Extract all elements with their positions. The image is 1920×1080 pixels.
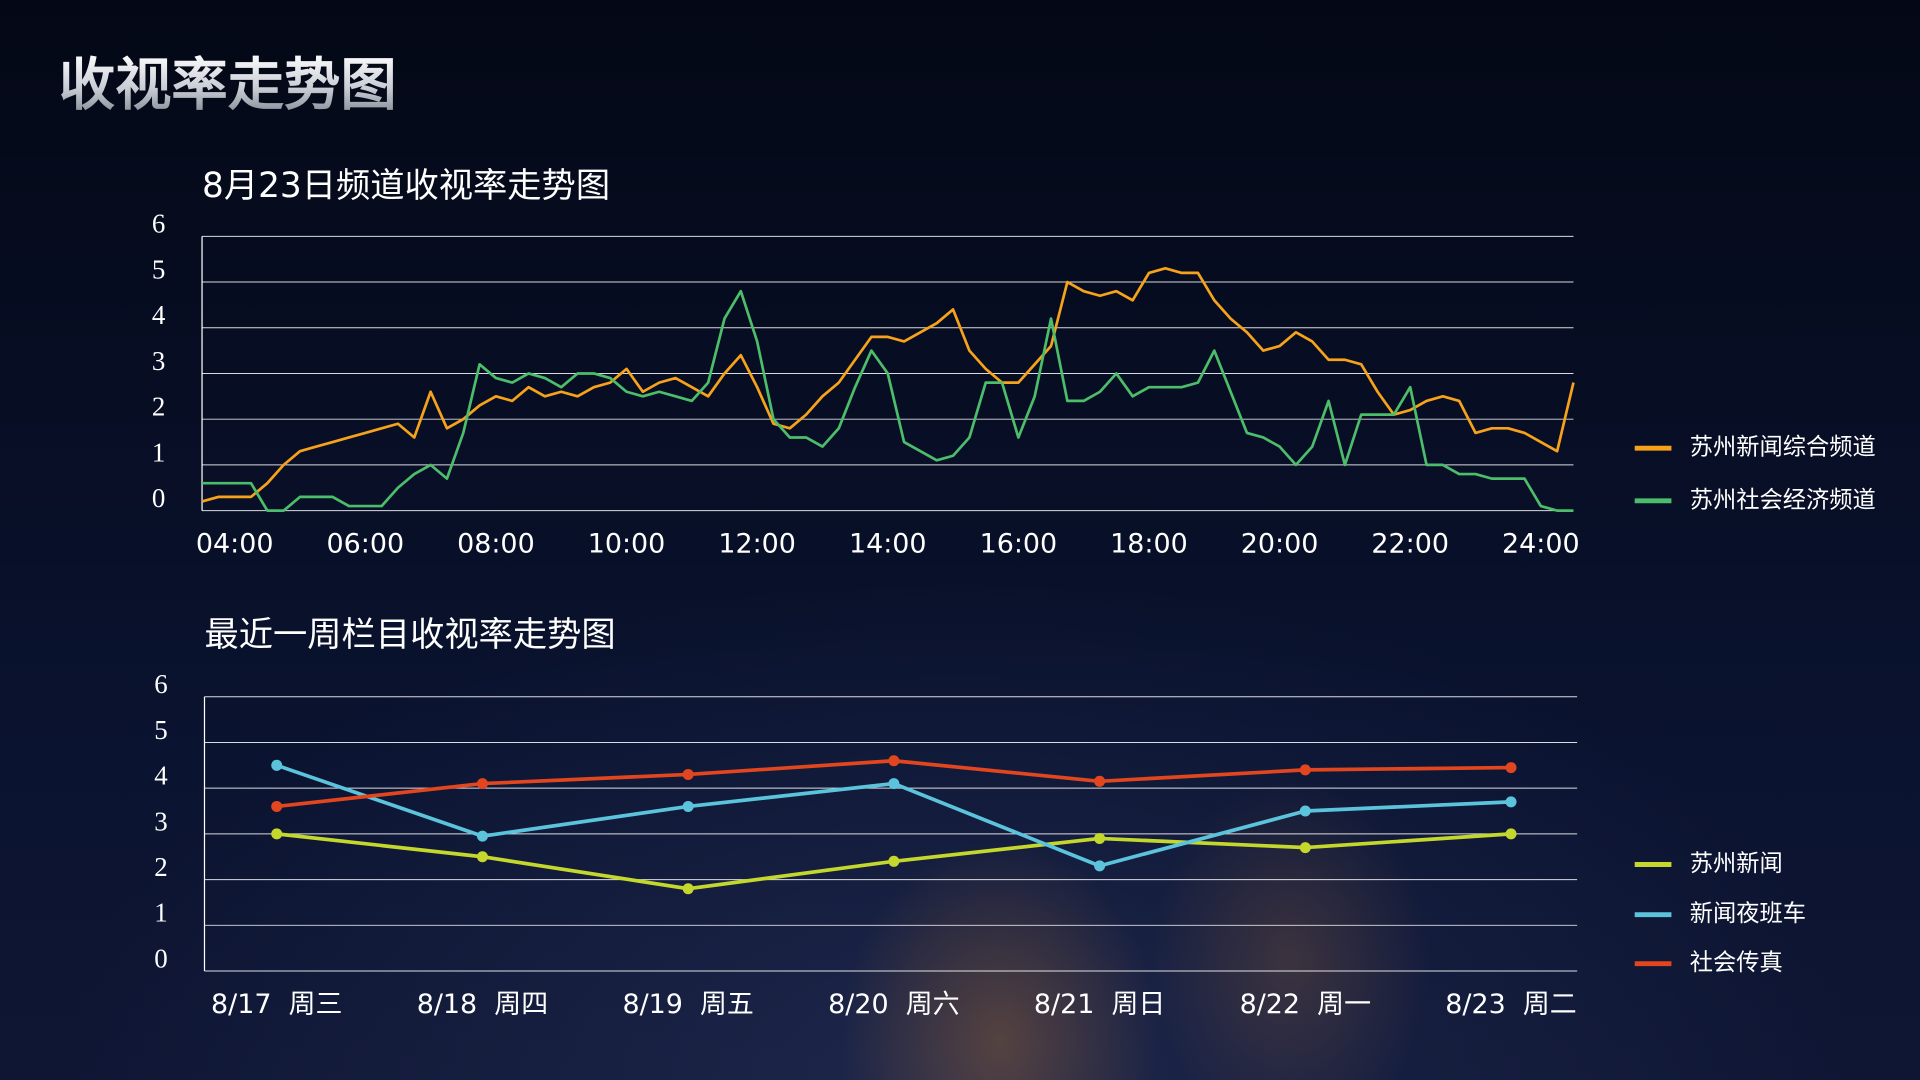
y-tick-label: 1 <box>152 437 165 467</box>
x-tick-label: 8/21 周日 <box>1034 989 1165 1020</box>
x-tick-label: 8/20 周六 <box>828 989 959 1020</box>
x-tick-label: 12:00 <box>718 528 796 559</box>
legend-label: 社会传真 <box>1690 949 1783 976</box>
y-tick-label: 5 <box>152 254 165 284</box>
y-tick-label: 4 <box>154 761 168 791</box>
x-tick-label: 8/19 周五 <box>622 989 753 1020</box>
x-tick-label: 8/23 周二 <box>1445 989 1576 1020</box>
data-point <box>1505 796 1517 808</box>
legend-label: 新闻夜班车 <box>1690 900 1806 927</box>
x-tick-label: 04:00 <box>196 528 274 559</box>
y-tick-label: 6 <box>152 209 165 239</box>
x-tick-label: 8/18 周四 <box>417 989 548 1020</box>
data-point <box>888 778 900 790</box>
data-point <box>1505 762 1517 774</box>
x-tick-label: 16:00 <box>980 528 1058 559</box>
chart-title: 8月23日频道收视率走势图 <box>202 166 610 206</box>
chart-title: 最近一周栏目收视率走势图 <box>204 615 615 655</box>
data-point <box>271 828 283 840</box>
data-point <box>1299 842 1311 854</box>
series-line <box>202 289 1574 512</box>
page-title: 收视率走势图 <box>59 53 397 118</box>
data-point <box>476 830 488 842</box>
x-tick-label: 8/22 周一 <box>1240 989 1371 1020</box>
y-tick-label: 0 <box>154 943 167 973</box>
y-tick-label: 2 <box>154 852 167 882</box>
x-tick-label: 08:00 <box>457 528 535 559</box>
data-point <box>1094 860 1106 872</box>
x-tick-label: 06:00 <box>327 528 405 559</box>
data-point <box>476 851 488 863</box>
x-tick-label: 22:00 <box>1371 528 1449 559</box>
data-point <box>888 855 900 867</box>
data-point <box>1094 775 1106 787</box>
data-point <box>271 800 283 812</box>
x-tick-label: 8/17 周三 <box>211 989 342 1020</box>
y-tick-label: 2 <box>152 392 165 422</box>
y-tick-label: 6 <box>154 669 167 699</box>
y-tick-label: 4 <box>152 300 166 330</box>
data-point <box>1505 828 1517 840</box>
x-tick-label: 14:00 <box>849 528 927 559</box>
data-point <box>682 883 694 895</box>
data-point <box>1299 805 1311 817</box>
x-tick-label: 20:00 <box>1241 528 1319 559</box>
series-line <box>201 266 1575 503</box>
data-point <box>888 755 900 767</box>
data-point <box>1094 832 1106 844</box>
x-tick-label: 24:00 <box>1502 528 1580 559</box>
legend-label: 苏州社会经济频道 <box>1690 486 1876 513</box>
data-point <box>1299 764 1311 776</box>
y-tick-label: 3 <box>152 346 165 376</box>
y-tick-label: 5 <box>154 715 167 745</box>
x-tick-label: 10:00 <box>588 528 666 559</box>
legend-label: 苏州新闻 <box>1690 850 1783 877</box>
data-point <box>271 759 283 771</box>
data-point <box>476 778 488 790</box>
data-point <box>682 800 694 812</box>
y-tick-label: 1 <box>154 898 167 928</box>
y-tick-label: 3 <box>154 806 167 836</box>
x-tick-label: 18:00 <box>1110 528 1188 559</box>
y-tick-label: 0 <box>152 483 165 513</box>
legend-label: 苏州新闻综合频道 <box>1690 434 1876 461</box>
data-point <box>682 768 694 780</box>
